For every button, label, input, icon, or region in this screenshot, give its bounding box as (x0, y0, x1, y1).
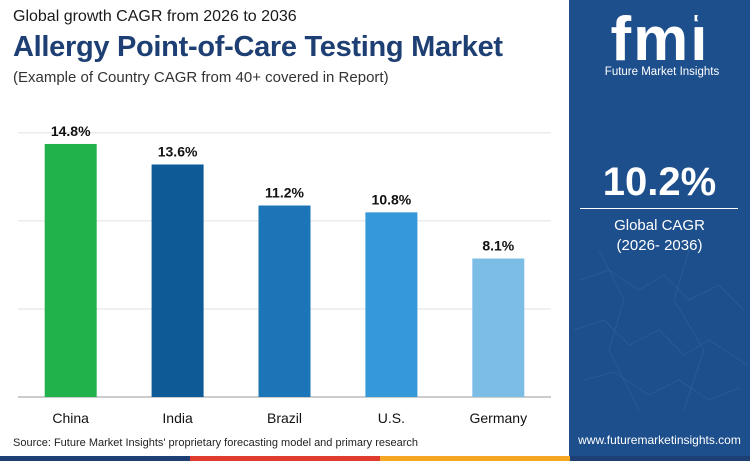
fmi-logo: fmi (611, 8, 708, 66)
data-label: 8.1% (482, 238, 514, 254)
footer-strip-4 (570, 456, 750, 461)
x-tick-label: Brazil (267, 410, 302, 426)
bar-brazil (258, 205, 311, 397)
bar-chart: 14.8% China 13.6% India 11.2% Brazil 10.8% U.S.… (18, 123, 551, 426)
summary-sidebar (569, 0, 750, 461)
x-tick-label: U.S. (378, 410, 405, 426)
bar-china (44, 143, 97, 397)
chart-panel: Global growth CAGR from 2026 to 2036 All… (13, 8, 551, 449)
x-tick-label: China (52, 410, 89, 426)
website-link[interactable]: www.futuremarketinsights.com (578, 433, 741, 447)
map-texture (573, 249, 748, 411)
bar-india (151, 164, 204, 397)
chart-title: Allergy Point-of-Care Testing Market (13, 31, 503, 63)
chart-note: (Example of Country CAGR from 40+ covere… (13, 69, 389, 86)
footer-strip-1 (0, 456, 190, 461)
x-tick-label: Germany (470, 410, 528, 426)
footer-strip-2 (190, 456, 380, 461)
bar-germany (472, 258, 525, 397)
global-cagr-label: Global CAGR (2026- 2036) (569, 216, 750, 256)
footer-strip-3 (380, 456, 570, 461)
logo-caption: Future Market Insights (604, 66, 720, 78)
source-note: Source: Future Market Insights' propriet… (13, 437, 418, 449)
data-label: 14.8% (51, 123, 91, 139)
global-cagr-value: 10.2% (602, 160, 717, 204)
chart-subtitle: Global growth CAGR from 2026 to 2036 (13, 8, 297, 25)
kpi-divider (580, 208, 738, 209)
global-cagr-period: (2026- 2036) (616, 237, 703, 254)
data-label: 11.2% (265, 185, 304, 201)
data-label: 13.6% (158, 143, 198, 159)
global-cagr-label-line1: Global CAGR (614, 217, 705, 234)
x-tick-label: India (162, 410, 193, 426)
data-label: 10.8% (372, 191, 412, 207)
bar-us (365, 212, 418, 397)
